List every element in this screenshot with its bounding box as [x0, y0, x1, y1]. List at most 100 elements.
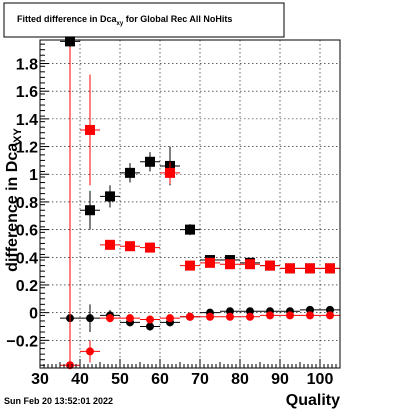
y-tick-label: 0.8 — [16, 195, 38, 212]
x-tick-label: 100 — [307, 371, 334, 388]
y-tick-label: 0.4 — [16, 250, 38, 267]
circle-marker — [246, 307, 254, 316]
square-marker — [125, 167, 135, 178]
y-tick-label: −0.2 — [6, 333, 38, 350]
data-point — [200, 257, 220, 268]
x-tick-label: 30 — [31, 371, 49, 388]
y-axis-label-sub: XY — [12, 128, 24, 143]
square-marker — [145, 242, 155, 253]
y-tick-label: 1.2 — [16, 140, 38, 157]
circle-marker — [126, 314, 134, 323]
data-point — [120, 314, 140, 323]
chart-title: Fitted difference in Dcaxy for Global Re… — [3, 2, 285, 38]
y-tick-label: 0.6 — [16, 223, 38, 240]
x-tick-label: 40 — [71, 371, 89, 388]
circle-marker — [86, 347, 94, 356]
x-tick-label: 50 — [111, 371, 129, 388]
square-marker — [185, 224, 195, 235]
square-marker — [65, 36, 75, 47]
plot-frame — [39, 39, 341, 369]
data-point — [80, 190, 100, 230]
data-point — [140, 315, 160, 324]
square-marker — [265, 260, 275, 271]
x-tick-label: 60 — [151, 371, 169, 388]
circle-marker — [166, 314, 174, 323]
title-text: Fitted difference in Dcaxy for Global Re… — [17, 14, 232, 27]
x-tick-label: 90 — [271, 371, 289, 388]
data-point — [120, 241, 140, 252]
circle-marker — [286, 311, 294, 320]
title-suffix: for Global Rec All NoHits — [123, 14, 232, 24]
circle-marker — [86, 314, 94, 323]
data-point — [220, 259, 240, 270]
data-point — [300, 263, 320, 274]
square-marker — [85, 205, 95, 216]
data-point — [260, 311, 280, 320]
square-marker — [165, 167, 175, 178]
data-point — [80, 304, 100, 333]
x-axis-label: Quality — [286, 392, 340, 409]
data-point — [240, 312, 260, 321]
y-tick-label: 1.6 — [16, 84, 38, 101]
y-tick-label: 1.8 — [16, 57, 38, 74]
circle-marker — [306, 311, 314, 320]
data-point — [280, 263, 300, 274]
circle-marker — [146, 322, 154, 331]
data-point — [320, 311, 340, 320]
circle-marker — [106, 314, 114, 323]
circle-marker — [226, 307, 234, 316]
circle-marker — [246, 312, 254, 321]
timestamp: Sun Feb 20 13:52:01 2022 — [4, 396, 113, 406]
y-tick-label: 0.2 — [16, 278, 38, 295]
y-axis-label: difference in DcaXY — [4, 128, 24, 272]
data-point — [140, 322, 160, 331]
y-tick-label: 1.4 — [16, 112, 38, 129]
x-tick-label: 80 — [231, 371, 249, 388]
x-tick-label: 70 — [191, 371, 209, 388]
data-series — [60, 36, 340, 370]
data-point — [180, 260, 200, 271]
data-point — [320, 263, 340, 274]
data-point — [220, 312, 240, 321]
square-marker — [205, 257, 215, 268]
data-point — [300, 305, 320, 314]
title-subscript: xy — [117, 21, 124, 27]
data-point — [180, 224, 200, 236]
square-marker — [305, 263, 315, 274]
circle-marker — [206, 312, 214, 321]
data-point — [140, 242, 160, 253]
circle-marker — [326, 305, 334, 314]
data-point — [80, 74, 100, 186]
y-axis-label-main: difference in Dca — [4, 143, 21, 272]
square-marker — [105, 191, 115, 202]
circle-marker — [226, 312, 234, 321]
axis-ticks: 30 40 50 60 70 80 90 100 −0.2 0 0.2 0.4 0.6 0.8 1 1.2 1.… — [6, 43, 337, 388]
square-marker — [245, 259, 255, 270]
circle-marker — [306, 305, 314, 314]
square-marker — [125, 241, 135, 252]
square-marker — [105, 239, 115, 250]
circle-marker — [266, 311, 274, 320]
data-point — [280, 311, 300, 320]
data-point — [100, 239, 120, 250]
data-point — [220, 307, 240, 316]
data-point — [120, 163, 140, 183]
title-box — [3, 2, 285, 38]
circle-marker — [326, 311, 334, 320]
data-point — [100, 314, 120, 323]
data-point — [240, 259, 260, 270]
series-4 — [60, 46, 340, 370]
series-2 — [80, 74, 340, 274]
square-marker — [225, 259, 235, 270]
square-marker — [145, 156, 155, 167]
y-tick-label: 0 — [29, 306, 38, 323]
y-tick-label: 1 — [29, 167, 38, 184]
data-point — [100, 185, 120, 208]
title-prefix: Fitted difference in Dca — [17, 14, 118, 24]
data-point — [260, 260, 280, 271]
data-point — [300, 311, 320, 320]
data-point — [160, 314, 180, 323]
square-marker — [85, 124, 95, 135]
grid — [40, 40, 340, 368]
